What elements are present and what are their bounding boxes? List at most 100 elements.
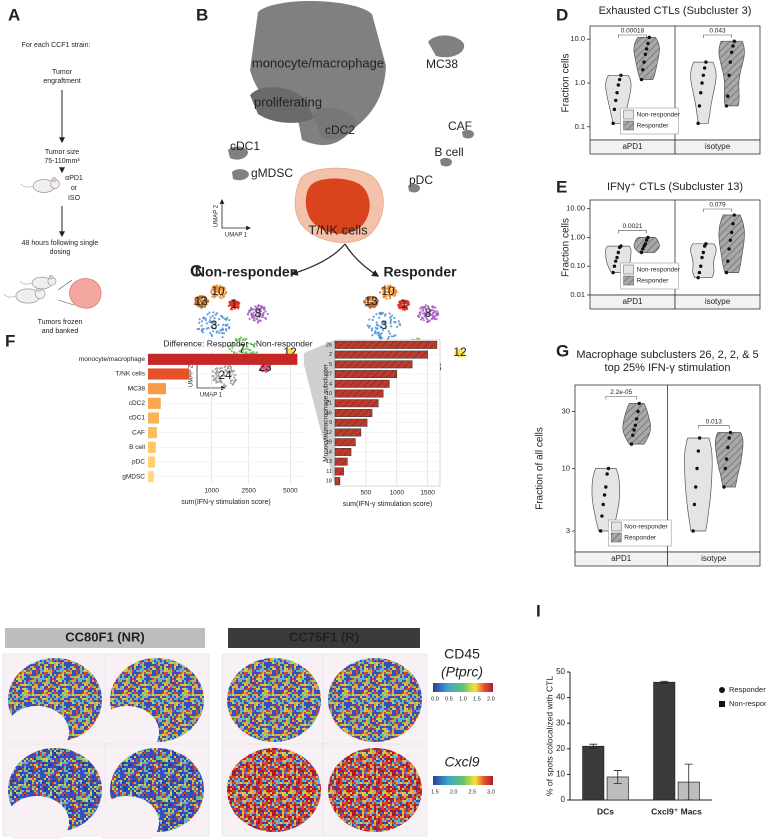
x-axis-label: sum(IFN-γ stimulation score) [343, 501, 432, 508]
cell-dot [223, 385, 226, 388]
cell-dot [218, 317, 221, 321]
cell-dot [369, 301, 372, 304]
legend-label: Non-responder [624, 524, 668, 531]
cell-dot [373, 331, 376, 335]
data-point [728, 60, 733, 64]
cell-dot [259, 310, 262, 313]
y-tick-label: 20 [556, 744, 565, 753]
bar [148, 412, 160, 424]
cell-dot [401, 304, 404, 308]
group-title: Responder [383, 264, 457, 280]
cell-dot [385, 287, 389, 290]
bar-hatch [335, 428, 361, 437]
cell-dot [233, 299, 236, 302]
facet-strip [667, 551, 761, 567]
data-point [598, 529, 603, 533]
category-label: 26 [326, 342, 332, 348]
protocol-step: Tumor [52, 69, 73, 76]
cell-dot [215, 290, 218, 294]
bar-hatch [335, 438, 356, 446]
bar-hatch [335, 350, 428, 359]
p-value: 2.2e-05 [610, 389, 632, 396]
facet-label: isotype [705, 297, 731, 306]
protocol-step: or [71, 185, 78, 192]
data-point [701, 73, 706, 77]
legend-hatch [623, 276, 634, 285]
cell-dot [215, 376, 218, 379]
data-point [632, 428, 636, 432]
cell-dot [214, 294, 217, 297]
cell-dot [431, 306, 434, 309]
category-label: 10 [326, 391, 332, 397]
cell-dot [405, 306, 408, 310]
cell-dot [389, 320, 392, 323]
data-point [644, 238, 649, 242]
cell-dot [218, 295, 221, 299]
cell-dot [230, 303, 234, 307]
split-arrow [290, 243, 346, 276]
cluster-label: monocyte/macrophage [252, 55, 384, 70]
cell-dot [194, 298, 197, 302]
bar-hatch [335, 360, 413, 369]
cell-dot [258, 312, 262, 316]
data-point [699, 91, 703, 95]
marker-gene: (Ptprc) [441, 664, 483, 680]
data-point [602, 493, 607, 497]
cell-dot [433, 311, 436, 314]
cell-dot [425, 320, 429, 324]
data-point [695, 466, 699, 471]
cell-dot [214, 313, 217, 316]
cell-dot [378, 316, 381, 319]
cell-dot [424, 313, 428, 316]
cell-dot [378, 335, 382, 338]
x-axis-label: sum(IFN-γ stimulation score) [181, 499, 270, 506]
cell-dot [427, 305, 430, 308]
y-tick-label: 1.00 [570, 232, 585, 241]
y-axis-label: % of spots colocalized with CTL [544, 676, 554, 796]
data-point [696, 275, 700, 280]
cell-dot [392, 289, 395, 293]
cell-dot [229, 381, 232, 385]
cell-dot [200, 324, 203, 327]
cell-dot [220, 331, 224, 335]
legend-label: Responder [637, 123, 670, 130]
cell-dot [230, 370, 233, 373]
cell-dot [206, 313, 209, 316]
data-point [619, 244, 623, 248]
bar [148, 368, 190, 380]
axis-label: UMAP 2 [189, 364, 195, 387]
data-point [641, 68, 645, 72]
cell-dot [223, 292, 227, 296]
data-point [699, 264, 703, 268]
cell-dot [238, 338, 242, 341]
data-point [637, 401, 641, 406]
legend-label: Non-responder [637, 112, 681, 119]
cell-dot [386, 285, 390, 288]
cell-dot [228, 375, 231, 378]
cell-dot [204, 317, 207, 320]
cell-dot [214, 327, 217, 330]
violin-hatch [622, 403, 651, 445]
cell-dot [375, 321, 378, 324]
cell-dot [247, 311, 251, 314]
cell-dot [389, 284, 392, 287]
cluster-label: cDC2 [325, 123, 355, 137]
cell-dot [371, 299, 374, 302]
cell-dot [203, 305, 207, 308]
data-point [697, 270, 702, 275]
tissue-gap [95, 796, 159, 839]
cell-dot [372, 315, 375, 318]
y-tick-label: 40 [556, 693, 565, 702]
bar [148, 471, 154, 483]
category-label: 21 [326, 401, 332, 407]
cell-dot [364, 300, 367, 304]
cell-dot [374, 300, 377, 303]
cell-dot [223, 295, 226, 298]
cell-dot [213, 290, 216, 293]
cell-dot [238, 302, 241, 305]
cell-dot [241, 351, 244, 354]
violin-hatch [718, 41, 745, 106]
cell-dot [228, 300, 231, 303]
category-label: 12 [326, 430, 332, 436]
x-tick-label: 1500 [420, 490, 435, 497]
